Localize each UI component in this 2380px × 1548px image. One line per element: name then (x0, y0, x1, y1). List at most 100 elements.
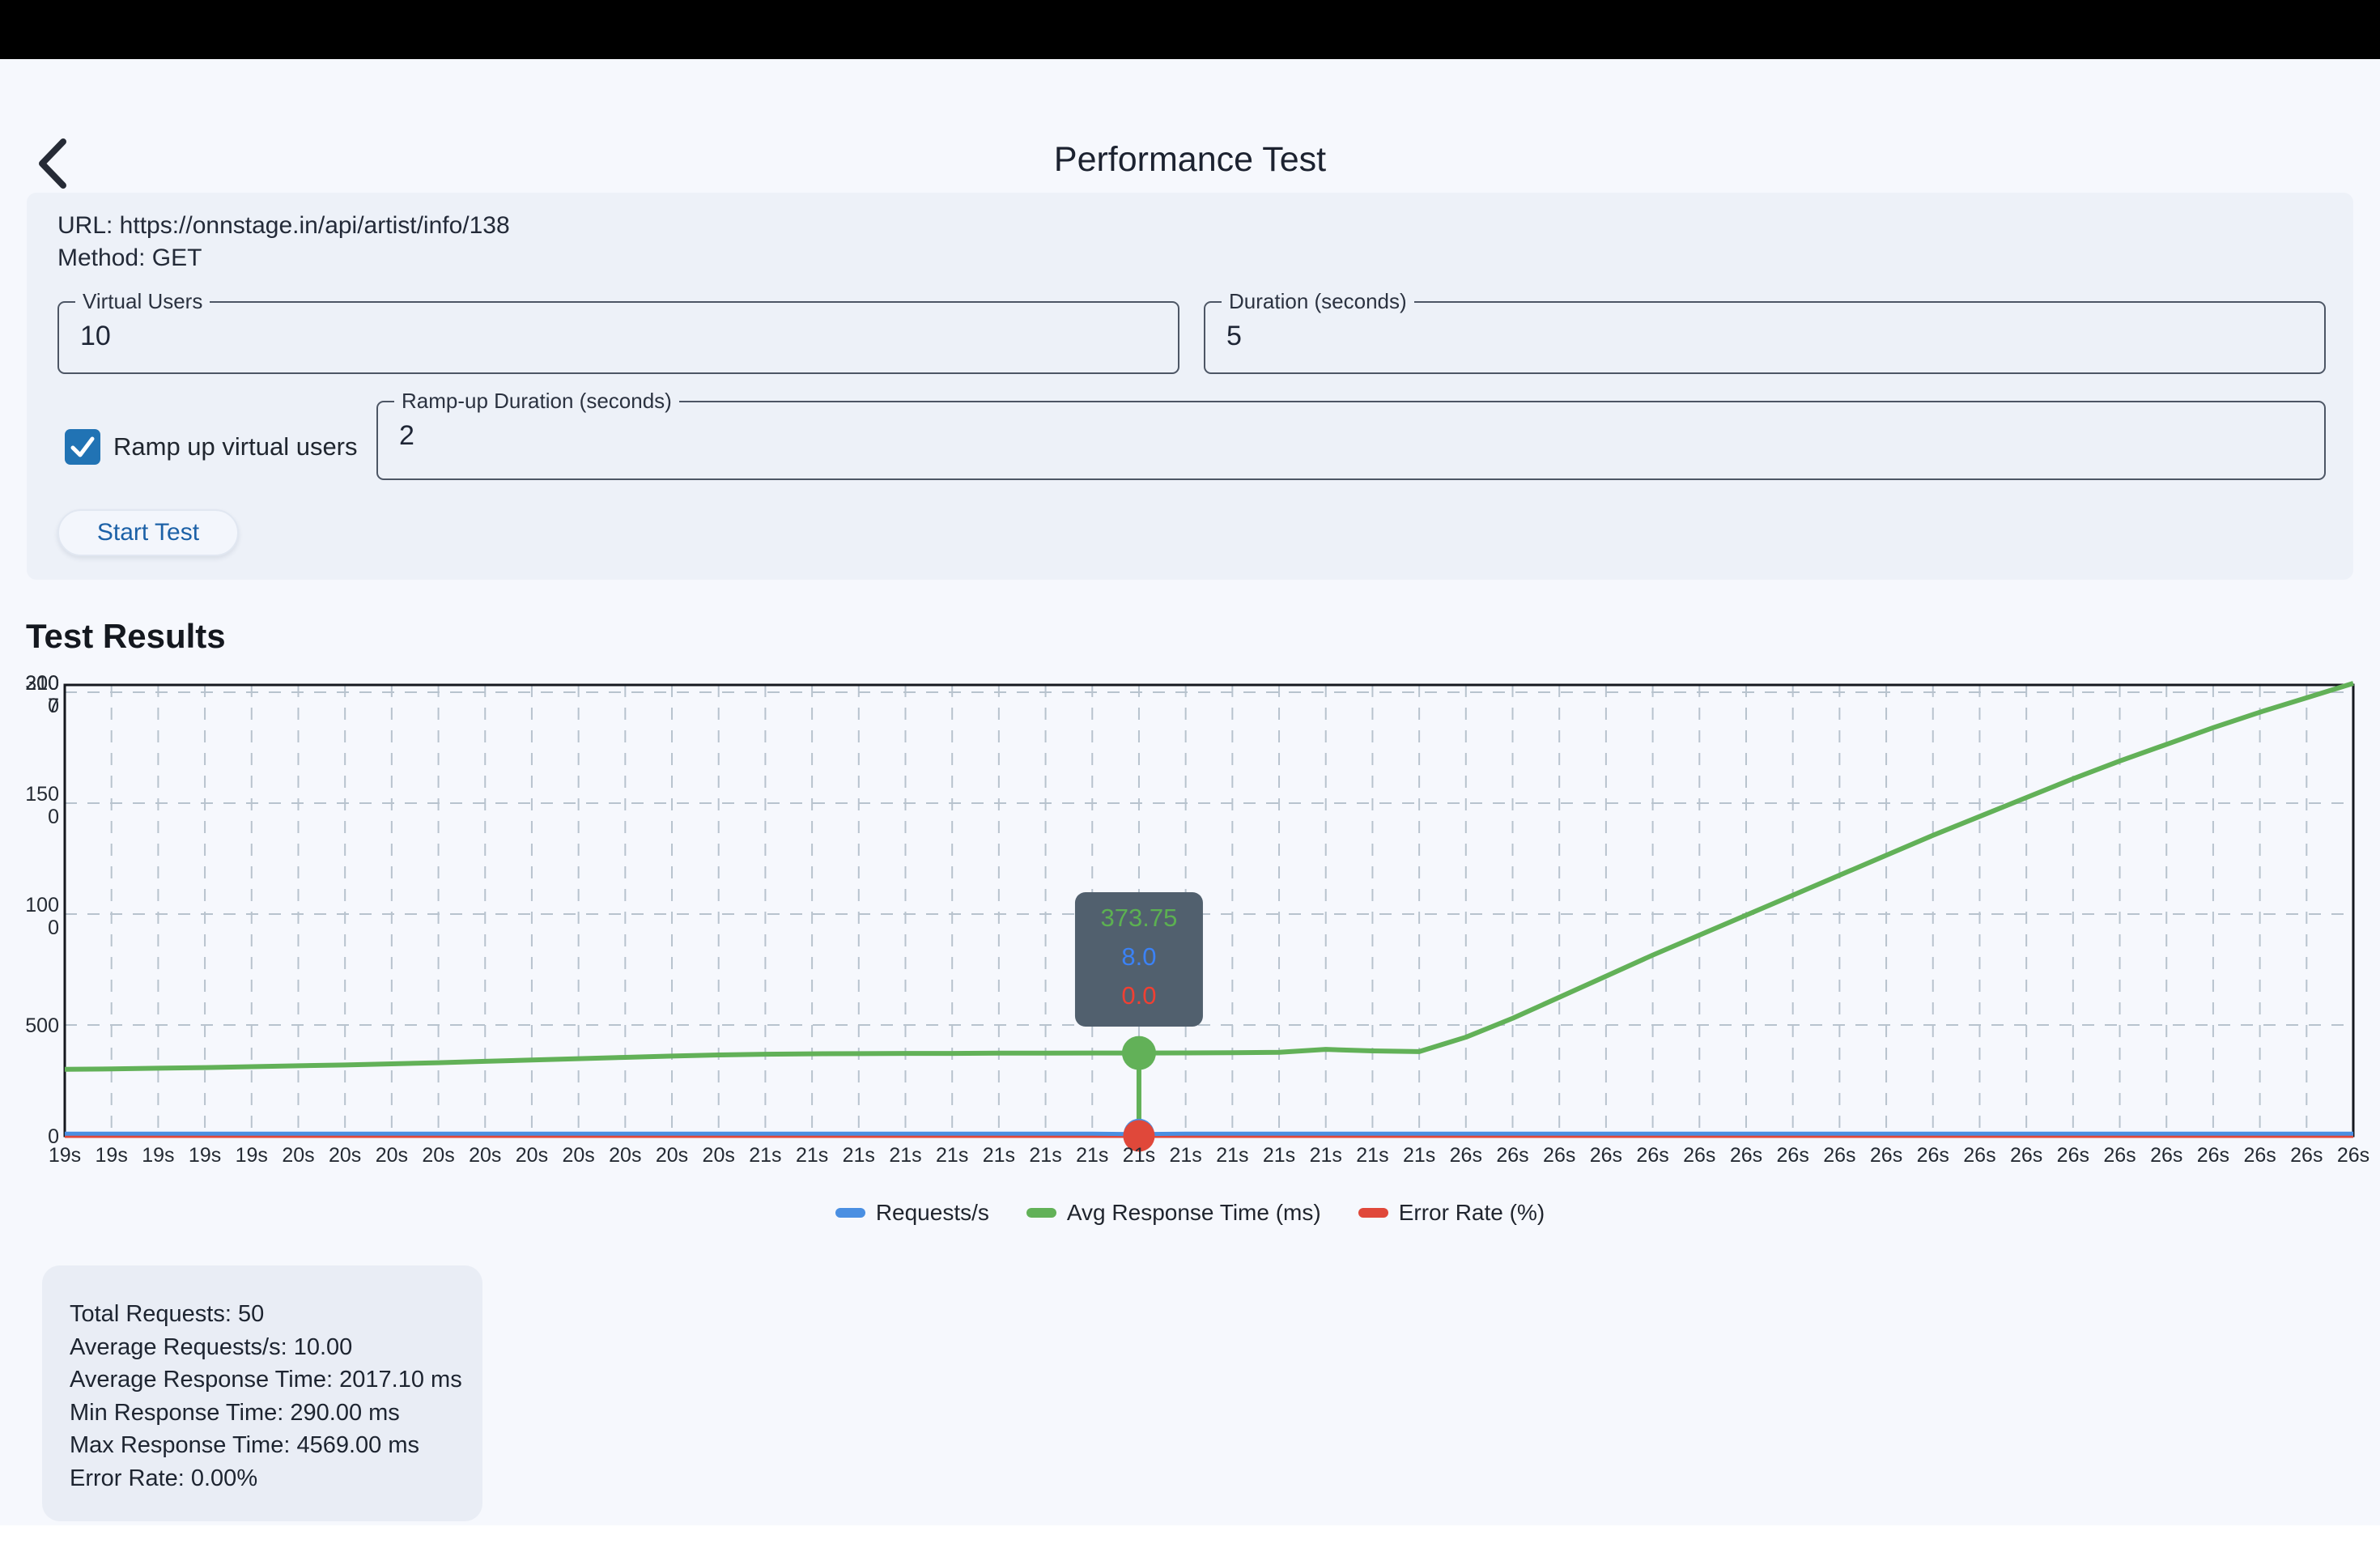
back-button[interactable] (28, 134, 84, 194)
legend-swatch (835, 1208, 865, 1218)
bottom-strip (0, 1525, 2380, 1548)
x-axis-label: 20s (562, 1144, 594, 1167)
stats-line: Max Response Time: 4569.00 ms (70, 1432, 419, 1458)
avg-response-marker-dot (1121, 1036, 1156, 1070)
request-url: URL: https://onnstage.in/api/artist/info… (57, 212, 510, 239)
avg-response-time-line (64, 681, 2354, 1072)
header: Performance Test (0, 59, 2380, 189)
stats-line: Average Requests/s: 10.00 (70, 1333, 353, 1360)
stats-list: Total Requests: 50 Average Requests/s: 10… (70, 1298, 462, 1495)
x-axis-label: 26s (1590, 1144, 1622, 1167)
request-method: Method: GET (57, 245, 202, 271)
x-axis-label: 21s (843, 1144, 875, 1167)
ramp-duration-input[interactable] (399, 420, 2151, 452)
x-axis-label: 20s (469, 1144, 501, 1167)
y-axis-label: 200 (25, 672, 59, 695)
x-axis-label: 19s (142, 1144, 174, 1167)
virtual-users-field[interactable]: Virtual Users (57, 289, 1179, 374)
x-axis-label: 19s (189, 1144, 221, 1167)
x-axis-label: 20s (376, 1144, 408, 1167)
x-axis-label: 21s (1076, 1144, 1108, 1167)
x-axis-label: 26s (2103, 1144, 2136, 1167)
x-axis-label: 26s (2197, 1144, 2229, 1167)
ramp-duration-label: Ramp-up Duration (seconds) (394, 389, 679, 414)
results-heading: Test Results (26, 617, 226, 655)
x-axis-label: 19s (96, 1144, 128, 1167)
y-axis-label: 0 (48, 695, 59, 717)
x-axis-label: 26s (1963, 1144, 1995, 1167)
y-axis-label: 0 (48, 806, 59, 828)
y-axis-label: 7 (48, 695, 59, 717)
x-axis-label: 21s (796, 1144, 828, 1167)
duration-field[interactable]: Duration (seconds) (1204, 289, 2326, 374)
x-axis-label: 20s (656, 1144, 688, 1167)
status-bar (0, 0, 2380, 59)
x-axis-label: 26s (2010, 1144, 2042, 1167)
x-axis-label: 21s (1216, 1144, 1248, 1167)
ramp-up-checkbox-label[interactable]: Ramp up virtual users (113, 432, 358, 461)
x-axis-label: 20s (609, 1144, 641, 1167)
plot-border (63, 683, 2355, 1138)
x-axis-label: 20s (329, 1144, 361, 1167)
x-axis-label: 21s (983, 1144, 1015, 1167)
stats-card: Total Requests: 50 Average Requests/s: 10… (42, 1265, 482, 1521)
legend-label: Avg Response Time (ms) (1066, 1200, 1321, 1225)
start-test-button[interactable]: Start Test (57, 509, 239, 556)
x-axis-label: 26s (1450, 1144, 1482, 1167)
ramp-duration-field[interactable]: Ramp-up Duration (seconds) (376, 389, 2326, 480)
line-chart-canvas[interactable]: 373.75 8.0 0.0 19s 19s 19s 19s 19s 20s 20s 20s 20s 2… (0, 664, 2380, 1182)
x-axis-label: 19s (49, 1144, 81, 1167)
legend-label: Requests/s (875, 1200, 989, 1225)
legend-item: Requests/s (835, 1200, 989, 1226)
y-axis-label: 0 (48, 1125, 59, 1148)
x-axis-label: 20s (703, 1144, 735, 1167)
legend-item: Avg Response Time (ms) (1026, 1200, 1321, 1226)
legend-swatch (1026, 1208, 1056, 1218)
page-title: Performance Test (1053, 140, 1327, 179)
x-axis-label: 21s (1263, 1144, 1295, 1167)
stats-line: Error Rate: 0.00% (70, 1465, 258, 1491)
x-axis-label: 26s (1683, 1144, 1715, 1167)
x-axis-label: 21s (1356, 1144, 1388, 1167)
virtual-users-label: Virtual Users (75, 289, 210, 314)
duration-input[interactable] (1226, 321, 2233, 352)
y-axis-label: 150 (25, 783, 59, 806)
y-axis-label: 500 (25, 1014, 59, 1037)
y-axis-label: 10 (36, 672, 59, 695)
x-axis-label: 20s (422, 1144, 454, 1167)
x-axis-label: 26s (1777, 1144, 1809, 1167)
stats-line: Total Requests: 50 (70, 1301, 265, 1327)
x-axis-label: 21s (1169, 1144, 1201, 1167)
legend-label: Error Rate (%) (1398, 1200, 1545, 1225)
ramp-up-checkbox[interactable] (65, 429, 100, 465)
chevron-left-icon (39, 138, 66, 189)
y-axis-label: 300 (25, 672, 59, 695)
error-marker-dot (1123, 1120, 1155, 1152)
x-axis-label: 26s (1870, 1144, 1902, 1167)
x-axis-label: 21s (1310, 1144, 1342, 1167)
chart-legend: Requests/s Avg Response Time (ms) Error Ra… (0, 1200, 2380, 1226)
legend-swatch (1358, 1208, 1388, 1218)
legend-item: Error Rate (%) (1358, 1200, 1545, 1226)
x-axis-label: 21s (1403, 1144, 1435, 1167)
virtual-users-input[interactable] (80, 321, 1087, 352)
x-axis-label: 26s (1917, 1144, 1949, 1167)
x-axis-label: 20s (516, 1144, 548, 1167)
chart-tooltip (1074, 892, 1203, 1027)
stats-line: Average Response Time: 2017.10 ms (70, 1367, 462, 1393)
duration-label: Duration (seconds) (1222, 289, 1414, 314)
results-chart[interactable]: 373.75 8.0 0.0 19s 19s 19s 19s 19s 20s 20s 20s 20s 2… (0, 664, 2380, 1182)
tooltip-value: 373.75 (1101, 904, 1178, 932)
x-axis-label: 26s (1730, 1144, 1762, 1167)
x-axis-label: 26s (1496, 1144, 1528, 1167)
x-axis-label: 21s (936, 1144, 968, 1167)
x-axis-label: 19s (236, 1144, 268, 1167)
x-axis-label: 26s (2243, 1144, 2276, 1167)
ramp-up-row: Ramp up virtual users (65, 429, 358, 465)
tooltip-value: 0.0 (1121, 981, 1156, 1010)
tooltip-value: 8.0 (1121, 942, 1156, 971)
x-axis-label: 26s (2057, 1144, 2089, 1167)
test-config-card: URL: https://onnstage.in/api/artist/info… (27, 193, 2353, 580)
y-axis-label: 0 (48, 916, 59, 939)
